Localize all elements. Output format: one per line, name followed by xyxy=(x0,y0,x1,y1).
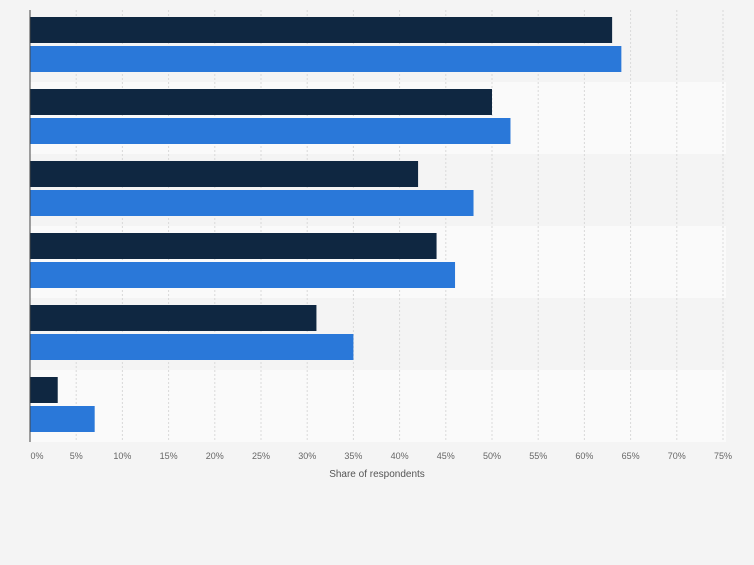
x-tick-label: 0% xyxy=(30,451,43,461)
bar-blue-row-1 xyxy=(30,118,511,144)
row-bands xyxy=(30,10,726,442)
bar-dark-row-0 xyxy=(30,17,613,43)
bar-blue-row-0 xyxy=(30,46,622,72)
bar-dark-row-4 xyxy=(30,305,317,331)
x-tick-label: 45% xyxy=(437,451,455,461)
grid-lines xyxy=(75,10,724,442)
row-band-5 xyxy=(30,370,726,442)
x-tick-label: 15% xyxy=(160,451,178,461)
x-tick-label: 20% xyxy=(206,451,224,461)
x-tick-label: 35% xyxy=(344,451,362,461)
bar-blue-row-2 xyxy=(30,190,474,216)
bar-blue-row-3 xyxy=(30,262,456,288)
x-tick-label: 5% xyxy=(70,451,83,461)
x-tick-label: 40% xyxy=(391,451,409,461)
bar-blue-row-4 xyxy=(30,334,354,360)
bar-dark-row-3 xyxy=(30,233,437,259)
bars xyxy=(30,17,622,432)
bar-blue-row-5 xyxy=(30,406,95,432)
x-axis-label: Share of respondents xyxy=(329,469,425,480)
x-tick-label: 65% xyxy=(622,451,640,461)
x-tick-label: 25% xyxy=(252,451,270,461)
x-tick-label: 75% xyxy=(714,451,732,461)
x-tick-label: 30% xyxy=(298,451,316,461)
x-tick-label: 70% xyxy=(668,451,686,461)
x-tick-label: 50% xyxy=(483,451,501,461)
x-tick-label: 10% xyxy=(113,451,131,461)
bar-dark-row-2 xyxy=(30,161,419,187)
bar-dark-row-1 xyxy=(30,89,492,115)
x-tick-labels: 0% 5% 10% 15% 20% 25% 30% 35% 40% 45% 50% 55% 60% 65%… xyxy=(30,451,732,461)
x-tick-label: 55% xyxy=(529,451,547,461)
x-tick-label: 60% xyxy=(575,451,593,461)
bar-dark-row-5 xyxy=(30,377,58,403)
